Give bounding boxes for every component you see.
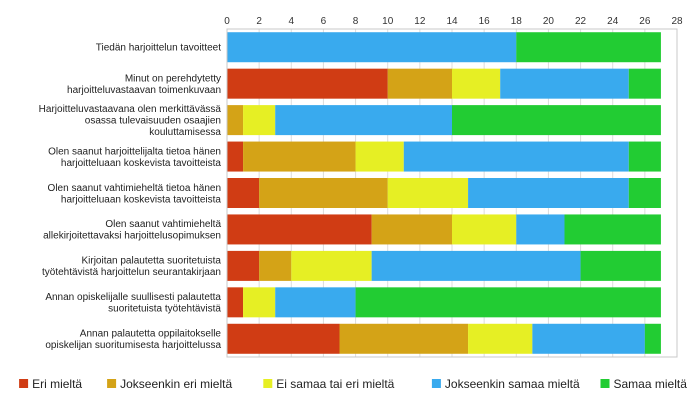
- x-tick-label: 26: [639, 16, 651, 27]
- plot-frame: [226, 28, 678, 358]
- category-label-line: Annan opiskelijalle suullisesti palautet…: [45, 292, 221, 303]
- category-label-line: osassa tulevaisuuden osaajien: [85, 116, 221, 127]
- category-label-line: Kirjoitan palautetta suoritetuista: [81, 256, 221, 267]
- x-tick-label: 0: [224, 16, 230, 27]
- bar-segment: [275, 287, 356, 318]
- bar-segment: [516, 214, 565, 245]
- legend-label: Jokseenkin eri mieltä: [120, 377, 232, 391]
- category-label-line: Olen saanut harjoittelijalta tietoa häne…: [48, 146, 221, 157]
- bar-segment: [355, 141, 404, 172]
- category-label: Minut on perehdytetty harjoitteluvastaava…: [67, 73, 221, 96]
- category-label: Tiedän harjoittelun tavoitteet: [96, 43, 221, 54]
- bar-segment: [243, 141, 356, 172]
- category-label: Annan opiskelijalle suullisesti palautet…: [45, 292, 221, 315]
- bar-segment: [259, 178, 388, 208]
- bar-segment: [371, 214, 452, 245]
- bar-segment: [275, 105, 452, 136]
- bar-segment: [452, 68, 501, 99]
- category-label: Kirjoitan palautetta suoritetuista työteh…: [42, 256, 221, 279]
- bar-segment: [564, 214, 661, 245]
- x-tick-label: 10: [382, 16, 394, 27]
- bar-segment: [500, 68, 629, 99]
- category-label: Olen saanut harjoittelijalta tietoa häne…: [48, 146, 221, 169]
- category-label-line: harjoitteluvastaavan toimenkuvaan: [67, 85, 221, 96]
- x-tick-label: 14: [446, 16, 458, 27]
- bar-segment: [532, 323, 645, 354]
- bar-segment: [403, 141, 629, 172]
- legend-label: Jokseenkin samaa mieltä: [445, 377, 580, 391]
- category-label: Harjoitteluvastaavana olen merkittävässä…: [39, 104, 222, 138]
- bar-layer: [227, 32, 661, 354]
- x-tick-label: 4: [289, 16, 295, 27]
- category-label-line: kouluttamisessa: [149, 127, 221, 138]
- category-label-line: opiskelijan suoritumisesta harjoitteluss…: [45, 340, 221, 351]
- category-label: Olen saanut vahtimieheltä allekirjoitetta…: [43, 219, 221, 242]
- bar-segment: [227, 287, 244, 318]
- legend: Eri mieltä Jokseenkin eri mieltä Ei samaa …: [19, 377, 687, 391]
- bar-segment: [628, 141, 661, 172]
- bar-segment: [468, 178, 629, 208]
- x-tick-label: 6: [321, 16, 327, 27]
- category-label-layer: Tiedän harjoittelun tavoitteet Minut on p…: [39, 43, 222, 351]
- category-label: Annan palautetta oppilaitokselle opiskeli…: [45, 329, 221, 352]
- bar-segment: [227, 141, 244, 172]
- category-label-line: Minut on perehdytetty: [125, 73, 221, 84]
- x-tick-label: 28: [671, 16, 683, 27]
- bar-segment: [371, 250, 581, 281]
- x-tick-label: 20: [543, 16, 555, 27]
- bar-segment: [227, 32, 517, 63]
- bar-segment: [227, 105, 244, 136]
- bar-segment: [339, 323, 469, 354]
- category-label-line: allekirjoitettavaksi harjoittelusopimuks…: [43, 231, 221, 242]
- bar-segment: [452, 214, 517, 245]
- bar-segment: [468, 323, 533, 354]
- legend-swatch: [431, 379, 441, 388]
- legend-swatch: [263, 379, 273, 388]
- x-tick-label: 2: [256, 16, 262, 27]
- bar-segment: [644, 323, 661, 354]
- x-tick-label: 22: [575, 16, 587, 27]
- legend-label: Ei samaa tai eri mieltä: [276, 377, 394, 391]
- category-label-line: Olen saanut vahtimieheltä: [105, 219, 221, 230]
- bar-segment: [387, 178, 469, 208]
- bar-segment: [355, 287, 661, 318]
- bar-segment: [227, 178, 260, 208]
- bar-segment: [387, 68, 452, 99]
- legend-label: Samaa mieltä: [614, 377, 688, 391]
- category-label-line: harjoitteluaan koskevista tavoitteista: [61, 194, 222, 205]
- bar-segment: [227, 68, 388, 99]
- x-tick-label: 16: [479, 16, 491, 27]
- bar-segment: [628, 68, 661, 99]
- bar-segment: [291, 250, 372, 281]
- bar-segment: [516, 32, 661, 63]
- axis-layer: 0 2 4 6 8 10 12 14 16 18 20 22 24 26 28: [224, 16, 683, 358]
- bar-segment: [628, 178, 661, 208]
- category-label-line: Harjoitteluvastaavana olen merkittävässä: [39, 104, 222, 115]
- bar-segment: [259, 250, 292, 281]
- bar-segment: [580, 250, 661, 281]
- category-label-line: suoritetuista työtehtävistä: [108, 304, 221, 315]
- x-tick-label: 12: [414, 16, 426, 27]
- category-label-line: Olen saanut vahtimieheltä tietoa hänen: [48, 183, 221, 194]
- category-label-line: Annan palautetta oppilaitokselle: [80, 329, 222, 340]
- x-tick-label: 24: [607, 16, 619, 27]
- bar-segment: [227, 323, 340, 354]
- category-label-line: harjoitteluaan koskevista tavoitteista: [61, 158, 222, 169]
- category-label: Olen saanut vahtimieheltä tietoa hänen ha…: [48, 183, 222, 206]
- x-tick-label: 8: [353, 16, 359, 27]
- legend-label: Eri mieltä: [32, 377, 82, 391]
- bar-segment: [243, 105, 276, 136]
- bar-segment: [243, 287, 276, 318]
- x-tick-label: 18: [511, 16, 523, 27]
- category-label-line: työtehtävistä harjoittelun seurantakirja…: [42, 267, 221, 278]
- legend-swatch: [107, 379, 117, 388]
- legend-swatch: [600, 379, 610, 388]
- bar-segment: [452, 105, 661, 136]
- bar-segment: [227, 250, 260, 281]
- bar-segment: [227, 214, 372, 245]
- category-label-line: Tiedän harjoittelun tavoitteet: [96, 43, 221, 54]
- legend-swatch: [19, 379, 29, 388]
